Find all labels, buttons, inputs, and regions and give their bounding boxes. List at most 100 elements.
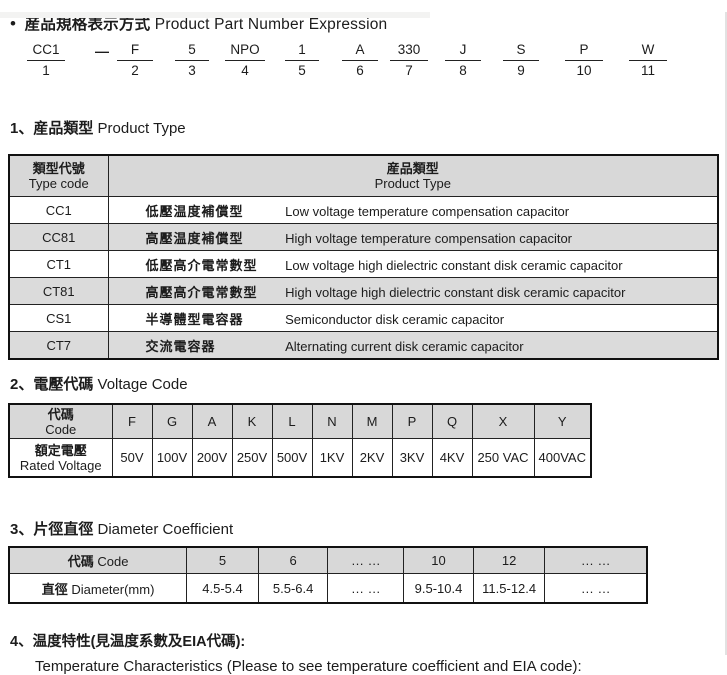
voltage-code-cell: Q — [431, 403, 473, 439]
diameter-code-cell: 6 — [257, 546, 329, 574]
part-number-segment-8: J 8 — [445, 42, 481, 78]
segment-position: 8 — [459, 63, 467, 78]
type-name-cn: 低壓温度補償型 — [145, 203, 244, 219]
voltage-value-cell: 100V — [151, 438, 193, 478]
diameter-value-cell: 9.5-10.4 — [403, 573, 474, 604]
section4-english-line: Temperature Characteristics (Please to s… — [35, 658, 582, 675]
segment-position: 5 — [298, 63, 306, 78]
table-row: CT7 交流電容器 Alternating current disk ceram… — [8, 331, 719, 360]
voltage-value-cell: 500V — [271, 438, 313, 478]
voltage-value-cell: 4KV — [431, 438, 473, 478]
segment-code: S — [503, 42, 539, 61]
product-type-table: 類型代號 Type code 産品類型 Product Type CC1 低壓温… — [8, 154, 719, 360]
diameter-label-cell: 直徑 Diameter(mm) — [8, 573, 188, 604]
segment-code: 1 — [285, 42, 319, 61]
voltage-code-cell: L — [271, 403, 313, 439]
part-number-segment-4: NPO 4 — [225, 42, 265, 78]
type-name-cn: 半導體型電容器 — [145, 311, 244, 327]
segment-position: 4 — [241, 63, 249, 78]
voltage-code-cell: X — [471, 403, 535, 439]
voltage-value-cell: 400VAC — [533, 438, 592, 478]
table-header-row: 代碼 Code 5 6 … … 10 12 … … — [8, 546, 648, 574]
voltage-value-cell: 250 VAC — [471, 438, 535, 478]
part-number-segment-3: 5 3 — [175, 42, 209, 78]
diameter-code-label-cn: 代碼 — [67, 554, 94, 569]
table-header-row: 代碼 Code F G A K L N M P Q X Y — [8, 403, 592, 439]
diameter-code-cell: … … — [327, 546, 405, 574]
part-number-dash: — — [95, 43, 109, 59]
table-row: CC1 低壓温度補償型 Low voltage temperature comp… — [8, 196, 719, 224]
segment-position: 2 — [131, 63, 139, 78]
segment-position: 1 — [42, 63, 50, 78]
part-number-segment-10: P 10 — [565, 42, 603, 78]
diameter-value-cell: 4.5-5.4 — [186, 573, 259, 604]
table-row: CC81 高壓温度補償型 High voltage temperature co… — [8, 223, 719, 251]
type-name-en: High voltage high dielectric constant di… — [285, 284, 626, 300]
code-label-cell: 代碼 Code — [8, 403, 113, 439]
product-type-cell: 交流電容器 Alternating current disk ceramic c… — [107, 331, 719, 360]
type-code-cell: CT81 — [8, 277, 109, 305]
segment-code: 5 — [175, 42, 209, 61]
table-row: 額定電壓 Rated Voltage 50V 100V 200V 250V 50… — [8, 438, 592, 478]
product-type-cell: 高壓温度補償型 High voltage temperature compens… — [107, 223, 719, 251]
segment-code: W — [629, 42, 667, 61]
bullet-icon: • — [10, 14, 17, 33]
section3-heading-en: Diameter Coefficient — [97, 521, 234, 538]
rated-voltage-label-cn: 額定電壓 — [34, 442, 87, 458]
type-code-cell: CT1 — [8, 250, 109, 278]
diameter-code-cell: … … — [544, 546, 648, 574]
section1-heading-cn: 1、産品類型 — [10, 120, 94, 137]
type-code-cell: CS1 — [8, 304, 109, 332]
segment-position: 10 — [576, 63, 592, 78]
page-title-en: Product Part Number Expression — [154, 16, 388, 33]
product-type-cell: 低壓高介電常數型 Low voltage high dielectric con… — [107, 250, 719, 278]
product-type-cell: 半導體型電容器 Semiconductor disk ceramic capac… — [107, 304, 719, 332]
datasheet-page: { "title": { "bullet": "•", "cn": "産品規格表… — [0, 12, 727, 675]
segment-position: 6 — [356, 63, 364, 78]
voltage-value-cell: 250V — [231, 438, 273, 478]
type-code-header: 類型代號 Type code — [8, 154, 109, 197]
part-number-segment-6: A 6 — [342, 42, 378, 78]
diameter-value-cell: 11.5-12.4 — [472, 573, 546, 604]
table-header-row: 類型代號 Type code 産品類型 Product Type — [8, 154, 719, 197]
section2-heading-en: Voltage Code — [97, 376, 188, 393]
code-label-en: Code — [45, 421, 77, 437]
voltage-code-cell: P — [391, 403, 433, 439]
segment-position: 7 — [405, 63, 413, 78]
diameter-label-cn: 直徑 — [41, 581, 68, 597]
section3-heading: 3、片徑直徑 Diameter Coefficient — [10, 518, 727, 539]
type-name-en: Low voltage high dielectric constant dis… — [285, 257, 623, 273]
voltage-code-cell: G — [151, 403, 193, 439]
segment-code: CC1 — [27, 42, 65, 61]
type-name-en: Low voltage temperature compensation cap… — [285, 203, 570, 219]
section4-heading: 4、温度特性(見温度系數及EIA代碼): — [10, 634, 246, 650]
segment-code: P — [565, 42, 603, 61]
diameter-value-cell: … … — [327, 573, 405, 604]
table-row: CT81 高壓高介電常數型 High voltage high dielectr… — [8, 277, 719, 305]
segment-code: A — [342, 42, 378, 61]
diameter-code-cell: 12 — [472, 546, 546, 574]
diameter-value-cell: … … — [544, 573, 648, 604]
segment-position: 11 — [640, 63, 655, 78]
table-row: CT1 低壓高介電常數型 Low voltage high dielectric… — [8, 250, 719, 278]
type-name-cn: 高壓温度補償型 — [145, 230, 244, 246]
part-number-segment-2: F 2 — [117, 42, 153, 78]
scan-artifact-top — [0, 12, 430, 18]
section2-heading-cn: 2、電壓代碼 — [10, 376, 94, 393]
rated-voltage-label-en: Rated Voltage — [19, 457, 102, 473]
table-row: 直徑 Diameter(mm) 4.5-5.4 5.5-6.4 … … 9.5-… — [8, 573, 648, 604]
page-title-cn: 産品規格表示方式 — [24, 16, 151, 33]
segment-code: 330 — [390, 42, 428, 61]
diameter-value-cell: 5.5-6.4 — [257, 573, 329, 604]
product-type-cell: 高壓高介電常數型 High voltage high dielectric co… — [107, 277, 719, 305]
type-name-en: Semiconductor disk ceramic capacitor — [285, 311, 505, 327]
voltage-code-cell: A — [191, 403, 233, 439]
diameter-label-en: Diameter(mm) — [71, 581, 155, 597]
segment-position: 3 — [188, 63, 196, 78]
type-name-cn: 交流電容器 — [145, 338, 216, 354]
section1-heading-en: Product Type — [97, 120, 186, 137]
voltage-code-table: 代碼 Code F G A K L N M P Q X Y 額定電壓 Rated… — [8, 403, 592, 478]
product-type-header-en: Product Type — [374, 176, 451, 191]
segment-code: NPO — [225, 42, 265, 61]
voltage-code-cell: N — [311, 403, 353, 439]
